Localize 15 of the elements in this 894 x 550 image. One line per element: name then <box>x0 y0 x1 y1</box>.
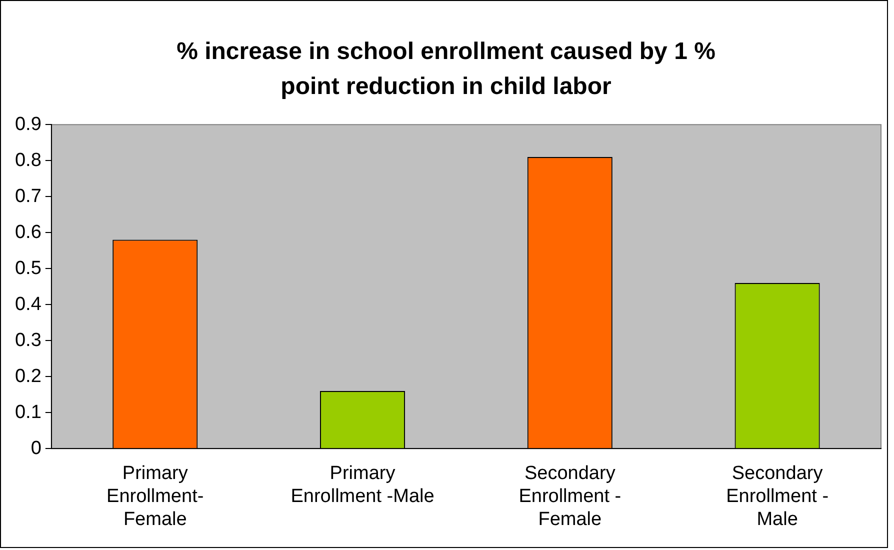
x-tick-label: Secondary Enrollment - Female <box>518 463 622 530</box>
y-tick-label: 0.2 <box>14 366 42 387</box>
y-tick-label: 0.5 <box>14 258 42 279</box>
y-tick-label: 0.1 <box>14 402 42 423</box>
y-tick-label: 0.4 <box>14 294 42 315</box>
y-tick-label: 0.8 <box>14 150 42 171</box>
x-tick-label: Primary Enrollment -Male <box>290 463 434 508</box>
y-tick-label: 0.9 <box>14 114 42 135</box>
x-tick-label: Secondary Enrollment - Male <box>726 463 829 530</box>
y-tick-label: 0.7 <box>14 186 42 207</box>
x-tick-label: Primary Enrollment- Female <box>106 463 204 530</box>
y-tick-label: 0 <box>30 438 42 459</box>
y-tick-label: 0.6 <box>14 222 42 243</box>
y-tick-label: 0.3 <box>14 330 42 351</box>
chart-title: % increase in school enrollment caused by 1 % point reduction in child labor <box>176 38 716 100</box>
